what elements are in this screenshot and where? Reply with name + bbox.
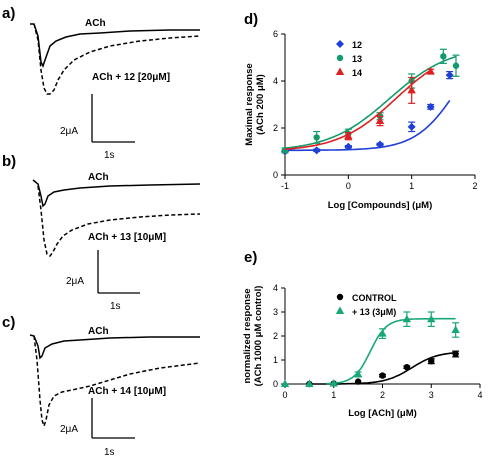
panel-c-trace-drug bbox=[33, 335, 201, 429]
chart-d-y-axis-title-units: (ACh 200 μM) bbox=[255, 74, 266, 135]
chart-d-point bbox=[407, 85, 416, 94]
chart-e-x-tick-label: 4 bbox=[477, 390, 482, 400]
panel-b-letter: b) bbox=[2, 153, 16, 170]
chart-e-fit-curve-0 bbox=[309, 351, 456, 385]
chart-d-x-tick-label: 1 bbox=[409, 181, 414, 191]
panel-a-scale-bar bbox=[91, 94, 135, 143]
chart-e-y-axis-title-units: (ACh 1000 μM control) bbox=[253, 286, 264, 387]
chart-e-point bbox=[329, 379, 338, 387]
chart-e-y-tick-label: 2 bbox=[273, 331, 278, 341]
chart-d-x-tick-label: 2 bbox=[472, 181, 477, 191]
chart-d-legend-marker-1 bbox=[336, 54, 344, 62]
panel-b-label-ach: ACh bbox=[88, 172, 109, 183]
chart-e-letter: e) bbox=[244, 249, 257, 266]
chart-d-legend-label-2: 14 bbox=[352, 68, 362, 78]
chart-d-legend-label-1: 13 bbox=[352, 54, 362, 64]
chart-e-x-tick-label: 1 bbox=[331, 390, 336, 400]
panel-b-scale-time: 1s bbox=[110, 301, 121, 312]
chart-d-x-axis-title: Log [Compounds] (μM) bbox=[328, 200, 432, 211]
panel-c-scale-time: 1s bbox=[104, 447, 115, 458]
chart-d-legend-marker-2 bbox=[335, 67, 345, 75]
chart-e-point bbox=[451, 325, 460, 333]
chart-d-point bbox=[407, 122, 416, 131]
chart-d-y-tick-label: 4 bbox=[273, 76, 278, 86]
chart-e-y-axis-title: normalized response bbox=[242, 288, 253, 383]
chart-e-point bbox=[402, 314, 412, 323]
panel-a-label-drug: ACh + 12 [20μM] bbox=[92, 72, 170, 83]
chart-e-point bbox=[305, 379, 314, 387]
chart-e-point bbox=[379, 372, 386, 379]
chart-d-point bbox=[344, 142, 353, 151]
chart-d-fit-curve-2 bbox=[284, 69, 432, 150]
panel-c-scale-bar bbox=[91, 398, 135, 439]
chart-e-y-tick-label: 0 bbox=[273, 379, 278, 389]
panel-b-traces bbox=[32, 179, 201, 258]
chart-d-x-tick-label: -1 bbox=[281, 181, 289, 191]
chart-e-point bbox=[378, 329, 387, 337]
chart-d-point bbox=[440, 53, 447, 60]
panel-a-scale-current: 2μA bbox=[60, 126, 78, 137]
panel-b-trace-drug bbox=[37, 185, 201, 258]
panel-a-trace-drug bbox=[33, 23, 201, 95]
chart-d-x-tick-label: 0 bbox=[346, 181, 351, 191]
chart-d-fit-curve-0 bbox=[285, 99, 451, 152]
panel-a-scale-time: 1s bbox=[104, 150, 115, 161]
chart-e-point bbox=[280, 379, 290, 387]
chart-d-y-tick-label: 2 bbox=[273, 123, 278, 133]
chart-d-point bbox=[376, 140, 384, 149]
chart-e-y-tick-label: 1 bbox=[273, 355, 278, 365]
chart-e-point bbox=[427, 314, 436, 323]
panel-c-traces bbox=[29, 334, 201, 429]
panel-c-letter: c) bbox=[2, 314, 15, 331]
chart-d-letter: d) bbox=[244, 11, 258, 28]
chart-d-point bbox=[344, 131, 353, 140]
chart-d-point bbox=[426, 67, 435, 75]
chart-d-legend-label-0: 12 bbox=[352, 40, 362, 50]
chart-e-x-tick-label: 3 bbox=[429, 390, 434, 400]
chart-d-legend-marker-0 bbox=[336, 40, 344, 48]
panel-c-trace-ach bbox=[29, 334, 200, 360]
panel-c-label-drug: ACh + 14 [10μM] bbox=[88, 386, 166, 397]
chart-d-point bbox=[281, 147, 289, 154]
chart-d-y-tick-label: 0 bbox=[273, 170, 278, 180]
chart-d-point bbox=[452, 62, 460, 69]
chart-e-legend-label-1: + 13 (3μM) bbox=[352, 307, 396, 317]
chart-e: 0 1 2 3 4 0 1 2 3 4 Log [ACh] (μM) normalized respo… bbox=[242, 283, 483, 419]
chart-e-point bbox=[353, 369, 363, 378]
chart-d-y-tick-label: 6 bbox=[273, 29, 278, 39]
panel-a-trace-ach bbox=[30, 23, 200, 68]
panel-a-letter: a) bbox=[2, 5, 15, 22]
chart-e-x-axis-title: Log [ACh] (μM) bbox=[348, 408, 417, 419]
panel-b-scale-current: 2μA bbox=[66, 276, 84, 287]
chart-e-point bbox=[354, 378, 362, 385]
panel-c-scale-current: 2μA bbox=[60, 424, 78, 435]
panel-b-trace-ach bbox=[32, 179, 201, 208]
chart-e-y-tick-label: 4 bbox=[273, 283, 278, 293]
chart-e-point bbox=[403, 364, 411, 371]
panel-b-scale-bar bbox=[97, 250, 140, 294]
chart-e-legend-marker-0 bbox=[336, 293, 344, 301]
chart-d-point bbox=[313, 134, 320, 141]
chart-e-x-tick-label: 2 bbox=[380, 390, 385, 400]
chart-e-point bbox=[452, 350, 459, 358]
panel-c-label-ach: ACh bbox=[88, 326, 109, 337]
panel-a-traces bbox=[30, 23, 201, 95]
panel-a-label-ach: ACh bbox=[85, 18, 106, 29]
chart-d-point bbox=[426, 102, 435, 111]
chart-d-y-axis-title: Maximal response bbox=[244, 63, 255, 145]
panel-b-label-drug: ACh + 13 [10μM] bbox=[88, 232, 166, 243]
chart-d-point bbox=[312, 146, 321, 155]
chart-e-point bbox=[428, 358, 435, 365]
chart-e-legend-marker-1 bbox=[335, 306, 345, 314]
chart-d-point bbox=[375, 116, 385, 124]
chart-e-y-tick-label: 3 bbox=[273, 307, 278, 317]
chart-e-x-tick-label: 0 bbox=[282, 390, 287, 400]
chart-d-point bbox=[445, 71, 454, 80]
chart-e-fit-curve-1 bbox=[326, 317, 456, 385]
chart-e-legend-label-0: CONTROL bbox=[352, 293, 397, 303]
